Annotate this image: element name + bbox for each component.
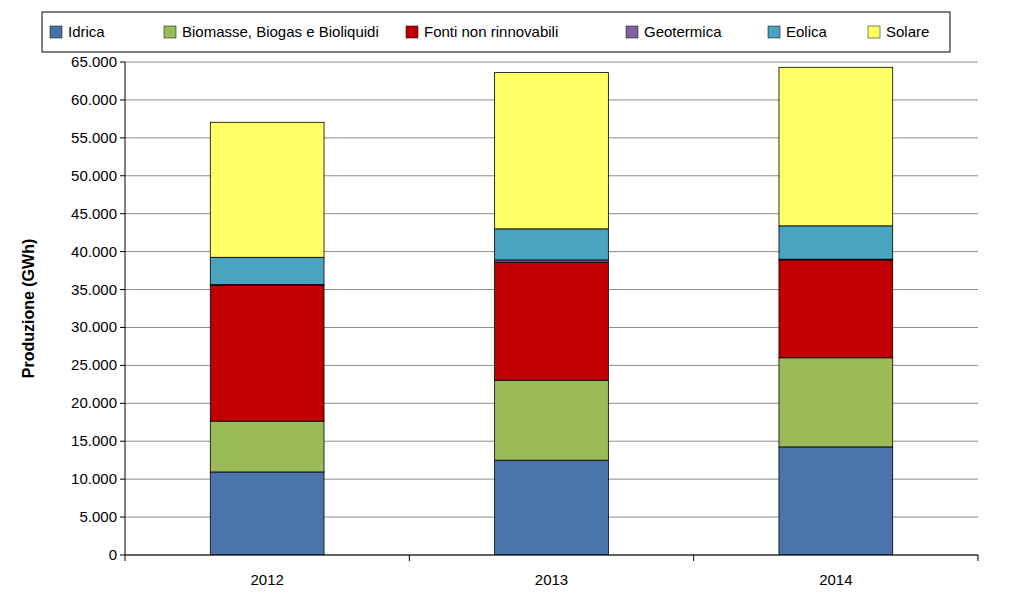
x-tick [693, 555, 694, 561]
y-tick-label: 40.000 [71, 243, 117, 260]
legend-label: Geotermica [644, 23, 722, 40]
y-tick [120, 99, 125, 100]
y-tick [120, 289, 125, 290]
legend-swatch [406, 26, 418, 38]
grid-line [125, 62, 978, 63]
legend-swatch [50, 26, 62, 38]
x-axis [125, 555, 978, 556]
y-tick-label: 60.000 [71, 91, 117, 108]
x-tick-label: 2012 [250, 571, 283, 588]
y-tick [120, 213, 125, 214]
x-tick [409, 555, 410, 561]
bar-segment [495, 229, 609, 260]
y-tick [120, 365, 125, 366]
bar-segment [779, 67, 893, 226]
y-tick [120, 62, 125, 63]
y-tick-label: 65.000 [71, 53, 117, 70]
y-axis [125, 62, 126, 555]
y-tick-label: 30.000 [71, 318, 117, 335]
y-tick-label: 15.000 [71, 432, 117, 449]
bar-segment [779, 226, 893, 259]
bar-segment [210, 257, 324, 284]
y-tick [120, 251, 125, 252]
y-tick [120, 479, 125, 480]
y-tick-label: 50.000 [71, 167, 117, 184]
y-tick [120, 137, 125, 138]
legend-label: Solare [886, 23, 929, 40]
bar-segment [495, 262, 609, 380]
y-tick-label: 55.000 [71, 129, 117, 146]
bar-segment [210, 421, 324, 472]
y-tick [120, 441, 125, 442]
grid-line [125, 555, 978, 556]
bar-segment [210, 285, 324, 421]
legend-swatch [868, 26, 880, 38]
legend-box [42, 12, 950, 52]
y-tick-label: 25.000 [71, 356, 117, 373]
y-tick [120, 327, 125, 328]
y-axis-label: Produzione (GWh) [20, 239, 37, 379]
bar-segment [779, 260, 893, 358]
y-tick [120, 555, 125, 556]
legend-label: Fonti non rinnovabili [424, 23, 558, 40]
x-tick [978, 555, 979, 561]
bar-segment [495, 460, 609, 555]
bar-segment [779, 358, 893, 447]
y-tick [120, 403, 125, 404]
y-tick-label: 45.000 [71, 205, 117, 222]
legend-label: Idrica [68, 23, 105, 40]
x-tick [125, 555, 126, 561]
y-tick-label: 10.000 [71, 470, 117, 487]
legend-swatch [626, 26, 638, 38]
legend-swatch [164, 26, 176, 38]
legend-swatch [768, 26, 780, 38]
bar-segment [210, 122, 324, 257]
bar-segment [779, 447, 893, 555]
legend-label: Eolica [786, 23, 828, 40]
bars [210, 67, 892, 555]
chart: 0 5.000 10.000 15.000 20.000 25.000 30.000 35.0… [0, 0, 1024, 595]
x-tick-label: 2013 [535, 571, 568, 588]
bar-segment [495, 380, 609, 460]
legend-label: Biomasse, Biogas e Bioliquidi [182, 23, 379, 40]
y-tick-label: 5.000 [79, 508, 117, 525]
y-tick [120, 175, 125, 176]
bar-segment [495, 73, 609, 229]
y-tick-label: 20.000 [71, 394, 117, 411]
bar-segment [210, 472, 324, 555]
y-tick [120, 517, 125, 518]
y-tick-label: 0 [109, 546, 117, 563]
y-tick-label: 35.000 [71, 281, 117, 298]
x-tick-label: 2014 [819, 571, 852, 588]
